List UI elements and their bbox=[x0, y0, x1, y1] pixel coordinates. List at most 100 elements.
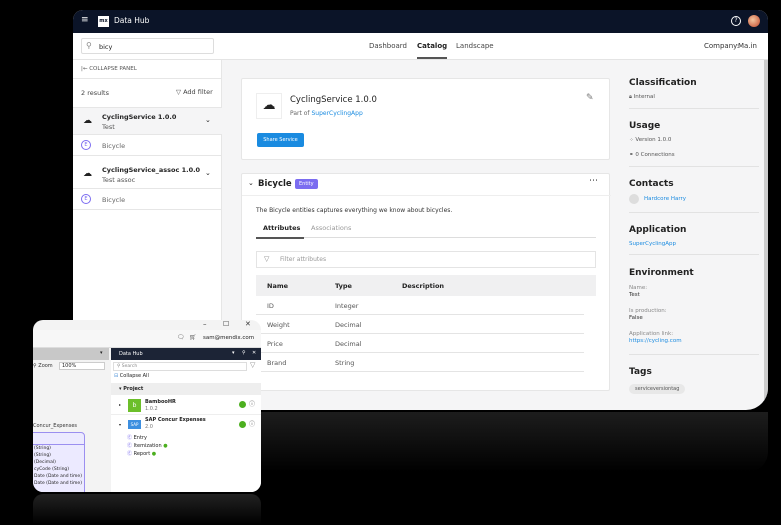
service-row[interactable]: ▾ SAP SAP Concur Expenses 2.0 ⓘ bbox=[111, 416, 261, 434]
info-icon[interactable]: ⓘ bbox=[249, 401, 256, 408]
entity-icon: E bbox=[81, 194, 91, 204]
entity-item[interactable]: E Bicycle bbox=[73, 189, 222, 210]
cart-icon[interactable]: 🛒︎ bbox=[189, 334, 197, 341]
hamburger-menu-icon[interactable]: ≡ bbox=[81, 15, 89, 25]
column-name[interactable]: Name bbox=[267, 282, 289, 290]
service-row[interactable]: ▸ b BambooHR 1.0.2 ⓘ bbox=[111, 396, 261, 415]
connections-text: 0 Connections bbox=[635, 152, 675, 158]
result-title: CyclingService_assoc 1.0.0 bbox=[102, 166, 201, 174]
contact-link[interactable]: Hardcore Harry bbox=[644, 196, 687, 202]
entity-icon: Ⓔ bbox=[127, 451, 133, 457]
attr-name: Price bbox=[267, 340, 283, 348]
pin-icon[interactable]: ⚲ bbox=[242, 350, 246, 356]
close-button[interactable]: ✕ bbox=[245, 320, 251, 328]
collapse-all-button[interactable]: ⊟ Collapse All bbox=[114, 373, 149, 379]
result-item[interactable]: ☁ CyclingService 1.0.0 Test ⌄ bbox=[73, 107, 222, 135]
studio-search-input[interactable]: ⚲ Search bbox=[113, 362, 247, 371]
chevron-down-icon[interactable]: ⌄ bbox=[205, 169, 211, 177]
cloud-icon: ☁ bbox=[83, 116, 92, 126]
contact-avatar bbox=[629, 194, 639, 204]
result-item[interactable]: ☁ CyclingService_assoc 1.0.0 Test assoc … bbox=[73, 161, 222, 189]
tab-catalog[interactable]: Catalog bbox=[417, 42, 448, 59]
tag-chip[interactable]: serviceversiontag bbox=[629, 384, 686, 394]
entity-itemization[interactable]: Ⓔ Itemization ● bbox=[127, 442, 168, 450]
collapse-icon: ⊟ bbox=[114, 373, 119, 379]
column-description[interactable]: Description bbox=[402, 282, 445, 290]
table-row[interactable]: Price Decimal bbox=[256, 334, 584, 353]
filter-placeholder: Filter attributes bbox=[280, 256, 327, 263]
collapse-panel-button[interactable]: |← COLLAPSE PANEL bbox=[81, 66, 137, 72]
application-link[interactable]: SuperCyclingApp bbox=[629, 241, 677, 247]
env-link[interactable]: https://cycling.com bbox=[629, 338, 682, 344]
company-value[interactable]: Ma.in bbox=[738, 42, 757, 50]
bamboohr-logo: b bbox=[128, 399, 141, 412]
filter-icon[interactable]: ▽ bbox=[250, 361, 256, 369]
project-text: Project bbox=[123, 386, 144, 392]
search-value: bicy bbox=[99, 43, 113, 51]
expand-icon[interactable]: ▸ bbox=[119, 402, 122, 407]
environment-heading: Environment bbox=[629, 268, 694, 278]
table-row[interactable]: Weight Decimal bbox=[256, 315, 584, 334]
chevron-down-icon[interactable]: ⌄ bbox=[248, 179, 254, 187]
attr-type: String bbox=[335, 359, 355, 367]
minimize-button[interactable]: – bbox=[203, 320, 207, 328]
details-sidebar: Classification 🔒︎ Internal Usage ⁘ Versi… bbox=[629, 78, 764, 408]
domain-entity-box[interactable]: (String) (String) (Decimal) cyCode (Stri… bbox=[33, 432, 85, 492]
scrollbar[interactable] bbox=[764, 60, 768, 410]
check-icon: ● bbox=[163, 443, 168, 449]
attr-name: Weight bbox=[267, 321, 290, 329]
data-hub-pane: Data Hub ▾ ⚲ ✕ ⚲ Search ▽ ⊟ Collapse All… bbox=[111, 348, 261, 492]
user-avatar[interactable] bbox=[748, 15, 760, 27]
close-icon[interactable]: ✕ bbox=[252, 350, 257, 356]
tab-attributes[interactable]: Attributes bbox=[263, 224, 301, 232]
entity-label: Bicycle bbox=[102, 196, 126, 204]
tags-heading: Tags bbox=[629, 367, 652, 377]
version-info: ⁘ Version 1.0.0 bbox=[629, 137, 672, 143]
maximize-button[interactable]: ☐ bbox=[223, 320, 230, 328]
account-menu[interactable]: sam@mendix.com bbox=[203, 335, 255, 341]
help-icon[interactable]: ? bbox=[731, 16, 741, 26]
service-name: BambooHR bbox=[145, 399, 176, 405]
part-of-label: Part of bbox=[290, 110, 310, 117]
info-icon[interactable]: ⓘ bbox=[249, 421, 256, 428]
domain-attr: cyCode (String) bbox=[34, 467, 70, 472]
add-filter-button[interactable]: ▽ Add filter bbox=[176, 88, 213, 96]
share-service-button[interactable]: Share Service bbox=[257, 133, 304, 147]
dropdown-icon[interactable]: ▾ bbox=[100, 350, 103, 356]
table-row[interactable]: Brand String bbox=[256, 353, 584, 372]
entity-report[interactable]: Ⓔ Report ● bbox=[127, 450, 168, 458]
zoom-select[interactable]: 100% bbox=[59, 362, 105, 370]
app-link[interactable]: SuperCyclingApp bbox=[311, 110, 363, 117]
filter-attributes-input[interactable]: ▽ Filter attributes bbox=[256, 251, 596, 268]
tab-associations[interactable]: Associations bbox=[311, 224, 352, 232]
search-input[interactable]: ⚲ bicy bbox=[81, 38, 214, 54]
collapse-icon[interactable]: ▾ bbox=[119, 422, 122, 427]
collapse-panel-label: COLLAPSE PANEL bbox=[89, 66, 137, 72]
tab-dashboard[interactable]: Dashboard bbox=[369, 42, 407, 50]
entity-entry[interactable]: Ⓔ Entry bbox=[127, 434, 168, 442]
edit-pencil-icon[interactable]: ✎ bbox=[586, 93, 594, 103]
service-name: SAP Concur Expenses bbox=[145, 417, 206, 423]
tab-landscape[interactable]: Landscape bbox=[456, 42, 494, 50]
more-options-icon[interactable]: ⋯ bbox=[589, 176, 598, 186]
tab-divider bbox=[256, 237, 596, 238]
attr-type: Decimal bbox=[335, 321, 362, 329]
pane-header: Data Hub ▾ ⚲ ✕ bbox=[111, 348, 261, 360]
pane-menu-icon[interactable]: ▾ bbox=[232, 350, 235, 356]
editor-header: ▾ bbox=[33, 348, 109, 360]
search-placeholder: Search bbox=[121, 364, 138, 369]
entity-icon: E bbox=[81, 140, 91, 150]
domain-attr: Date (Date and time) bbox=[34, 474, 82, 479]
table-row[interactable]: ID Integer bbox=[256, 296, 584, 315]
chat-icon[interactable]: 🗨︎ bbox=[177, 334, 185, 341]
project-group[interactable]: ▾ Project bbox=[111, 383, 261, 395]
check-icon: ● bbox=[151, 451, 157, 457]
service-title: CyclingService 1.0.0 bbox=[290, 95, 377, 105]
entity-item[interactable]: E Bicycle bbox=[73, 135, 222, 156]
entity-label: Report bbox=[133, 451, 151, 457]
entity-label: Entry bbox=[133, 435, 147, 441]
column-type[interactable]: Type bbox=[335, 282, 352, 290]
search-icon: ⚲ bbox=[86, 41, 92, 50]
studio-reflection bbox=[33, 494, 261, 524]
chevron-down-icon[interactable]: ⌄ bbox=[205, 116, 211, 124]
